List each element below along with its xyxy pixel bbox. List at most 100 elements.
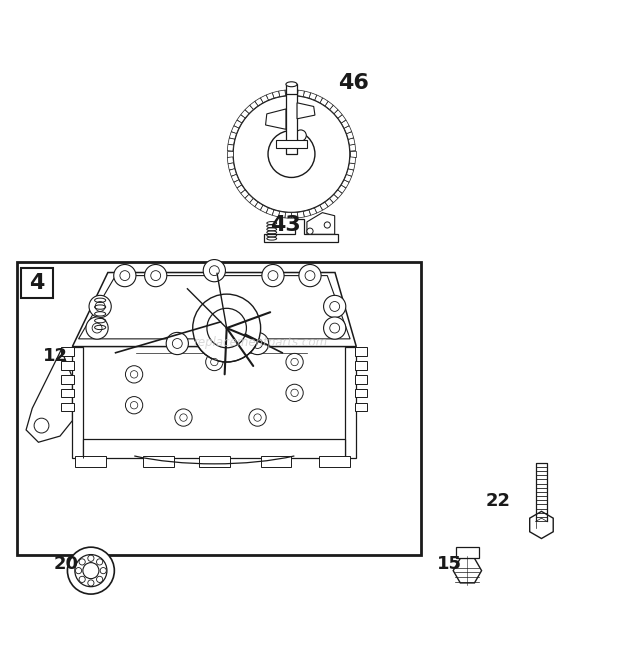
Polygon shape bbox=[297, 103, 315, 119]
Circle shape bbox=[86, 317, 108, 339]
Circle shape bbox=[88, 580, 94, 586]
Polygon shape bbox=[325, 101, 333, 109]
Polygon shape bbox=[341, 120, 349, 129]
Polygon shape bbox=[265, 109, 286, 129]
Circle shape bbox=[97, 559, 103, 565]
Polygon shape bbox=[267, 93, 274, 100]
Circle shape bbox=[76, 567, 82, 573]
Circle shape bbox=[88, 555, 94, 561]
Polygon shape bbox=[250, 101, 258, 109]
Polygon shape bbox=[237, 115, 245, 123]
Circle shape bbox=[79, 576, 85, 583]
Bar bbox=[355, 389, 368, 398]
Polygon shape bbox=[347, 168, 353, 176]
Circle shape bbox=[203, 260, 226, 282]
Circle shape bbox=[286, 384, 303, 402]
Polygon shape bbox=[330, 105, 338, 114]
Circle shape bbox=[130, 371, 138, 378]
Circle shape bbox=[100, 567, 106, 573]
Circle shape bbox=[207, 308, 246, 348]
Polygon shape bbox=[241, 190, 249, 198]
Polygon shape bbox=[307, 212, 335, 234]
Circle shape bbox=[268, 131, 315, 177]
Circle shape bbox=[286, 354, 303, 371]
Circle shape bbox=[125, 396, 143, 414]
Bar bbox=[456, 547, 479, 557]
Bar bbox=[260, 456, 291, 467]
Circle shape bbox=[97, 576, 103, 583]
Polygon shape bbox=[350, 151, 356, 157]
Polygon shape bbox=[338, 185, 346, 193]
Bar bbox=[355, 347, 368, 356]
Polygon shape bbox=[234, 180, 242, 188]
Polygon shape bbox=[255, 98, 263, 106]
Polygon shape bbox=[264, 219, 338, 242]
Circle shape bbox=[307, 228, 313, 234]
Circle shape bbox=[262, 264, 284, 286]
Circle shape bbox=[144, 264, 167, 286]
Polygon shape bbox=[73, 346, 84, 458]
Circle shape bbox=[252, 338, 262, 348]
Circle shape bbox=[324, 222, 330, 228]
Polygon shape bbox=[309, 93, 317, 100]
Text: 15: 15 bbox=[436, 555, 461, 573]
Bar bbox=[355, 375, 368, 384]
Polygon shape bbox=[234, 120, 242, 129]
Polygon shape bbox=[255, 202, 263, 210]
Polygon shape bbox=[279, 90, 286, 97]
Polygon shape bbox=[341, 180, 349, 188]
Polygon shape bbox=[291, 212, 298, 218]
Polygon shape bbox=[26, 350, 73, 442]
Polygon shape bbox=[231, 174, 239, 182]
Polygon shape bbox=[250, 198, 258, 206]
Polygon shape bbox=[260, 95, 268, 103]
Ellipse shape bbox=[286, 82, 297, 87]
Bar bbox=[61, 347, 74, 356]
Polygon shape bbox=[309, 208, 317, 215]
Polygon shape bbox=[245, 105, 254, 114]
Polygon shape bbox=[228, 145, 234, 151]
Circle shape bbox=[75, 555, 107, 587]
Polygon shape bbox=[347, 132, 353, 139]
Text: 43: 43 bbox=[270, 215, 301, 235]
Bar bbox=[61, 375, 74, 384]
Text: 22: 22 bbox=[486, 492, 511, 509]
Polygon shape bbox=[285, 90, 291, 96]
Bar bbox=[84, 439, 345, 458]
Circle shape bbox=[89, 295, 111, 318]
Polygon shape bbox=[245, 194, 254, 202]
Circle shape bbox=[246, 332, 268, 354]
Polygon shape bbox=[73, 272, 356, 346]
Polygon shape bbox=[344, 174, 352, 182]
Circle shape bbox=[324, 317, 346, 339]
Bar bbox=[76, 456, 106, 467]
Polygon shape bbox=[350, 157, 356, 164]
Circle shape bbox=[233, 95, 350, 212]
Circle shape bbox=[95, 302, 105, 312]
Circle shape bbox=[291, 389, 298, 396]
Polygon shape bbox=[303, 210, 311, 217]
Text: 4: 4 bbox=[29, 273, 44, 293]
Circle shape bbox=[210, 266, 219, 276]
Polygon shape bbox=[228, 163, 234, 170]
Polygon shape bbox=[453, 558, 482, 583]
Polygon shape bbox=[314, 95, 322, 103]
Circle shape bbox=[79, 559, 85, 565]
Circle shape bbox=[211, 358, 218, 366]
Polygon shape bbox=[298, 212, 304, 218]
Circle shape bbox=[324, 295, 346, 318]
Polygon shape bbox=[229, 132, 236, 139]
Circle shape bbox=[330, 323, 340, 333]
Text: 12: 12 bbox=[43, 347, 68, 365]
Polygon shape bbox=[228, 151, 233, 157]
Bar bbox=[276, 141, 307, 148]
Circle shape bbox=[166, 332, 188, 354]
Polygon shape bbox=[350, 145, 356, 151]
Circle shape bbox=[291, 358, 298, 366]
Bar bbox=[355, 361, 368, 370]
Circle shape bbox=[180, 414, 187, 422]
Polygon shape bbox=[334, 190, 342, 198]
Bar bbox=[20, 268, 53, 298]
Circle shape bbox=[125, 366, 143, 383]
Polygon shape bbox=[260, 205, 268, 213]
